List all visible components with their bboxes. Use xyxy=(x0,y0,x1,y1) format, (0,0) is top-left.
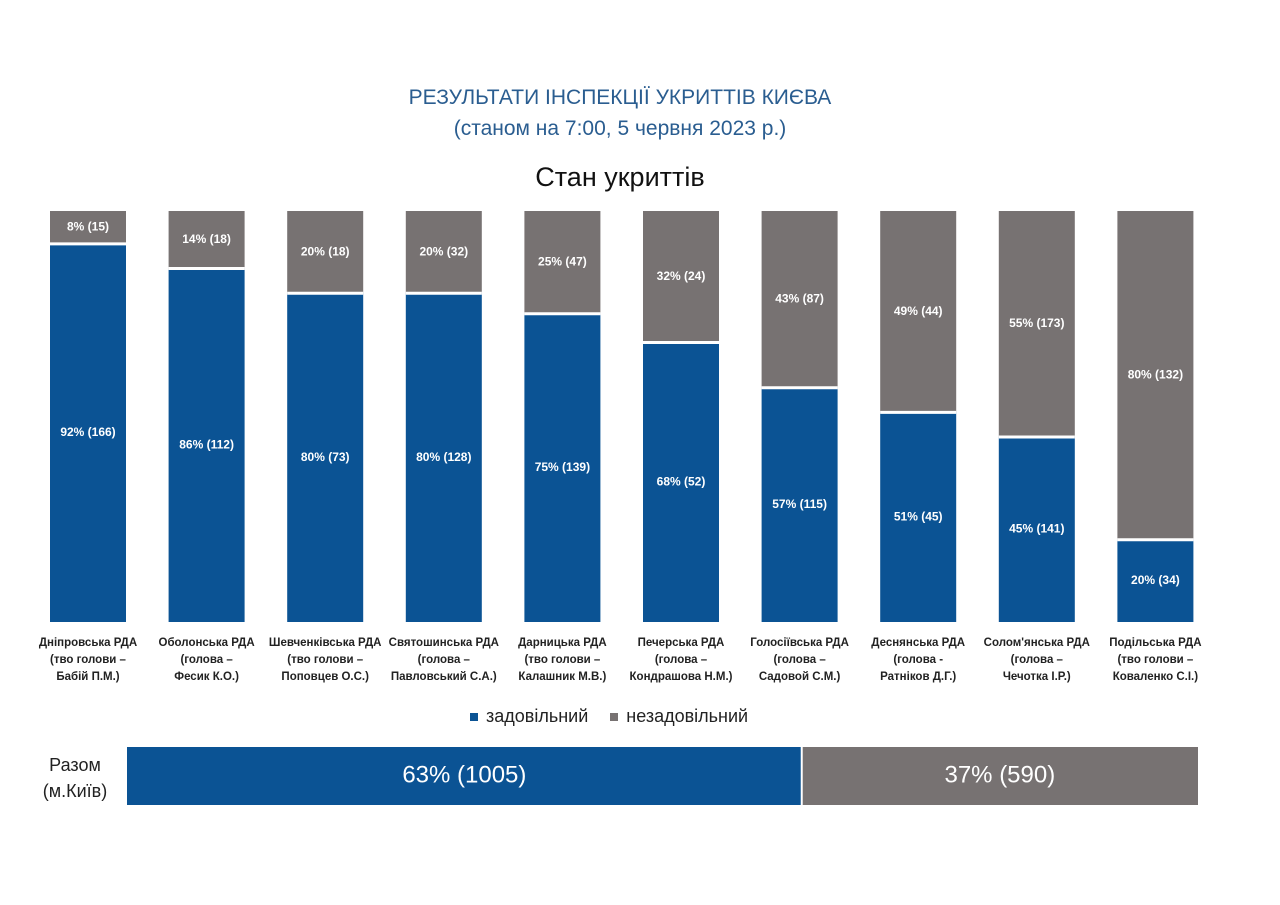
bar-satisfactory xyxy=(168,268,245,622)
category-label: Солом'янська РДА (голова – Чечотка І.Р.) xyxy=(972,635,1102,686)
category-label-line: Фесик К.О.) xyxy=(174,671,239,683)
bar-satisfactory xyxy=(50,243,126,622)
category-label-line: Дніпровська РДА xyxy=(38,637,138,649)
bar-satisfactory xyxy=(880,412,957,622)
data-label-satisfactory: 57% (115) xyxy=(772,497,827,511)
category-label-line: (голова – xyxy=(654,654,708,666)
category-label: Дніпровська РДА (тво голови – Бабій П.М.) xyxy=(23,635,153,686)
category-label-line: Шевченківська РДА xyxy=(268,637,382,649)
total-label-line: Разом xyxy=(49,755,101,775)
category-label-line: Солом'янська РДА xyxy=(983,637,1090,649)
category-label-line: Кондрашова Н.М.) xyxy=(629,671,733,683)
data-label-unsatisfactory: 8% (15) xyxy=(67,220,109,234)
data-label-unsatisfactory: 43% (87) xyxy=(775,292,824,306)
bar-satisfactory xyxy=(1117,539,1194,622)
data-label-unsatisfactory: 49% (44) xyxy=(894,304,943,318)
data-label-satisfactory: 92% (166) xyxy=(60,425,115,439)
legend-swatch-blue xyxy=(470,713,478,722)
category-label-line: Чечотка І.Р.) xyxy=(1002,671,1071,683)
data-label-satisfactory: 68% (52) xyxy=(657,474,706,488)
bar-unsatisfactory xyxy=(524,211,601,314)
category-label: Святошинська РДА (голова – Павловський С.А… xyxy=(379,635,509,686)
bar-unsatisfactory xyxy=(998,211,1075,438)
data-label-unsatisfactory: 25% (47) xyxy=(538,255,587,269)
legend: задовільний незадовільний xyxy=(470,706,748,727)
bar-unsatisfactory xyxy=(643,211,719,343)
category-label: Печерська РДА (голова – Кондрашова Н.М.) xyxy=(616,635,746,686)
total-label-unsatisfactory: 37% (590) xyxy=(944,761,1055,788)
data-label-unsatisfactory: 20% (18) xyxy=(301,244,350,258)
category-label-line: (тво голови – xyxy=(50,654,126,666)
category-label-line: Ратніков Д.Г.) xyxy=(880,671,957,683)
chart-title: Стан укриттів xyxy=(535,162,705,192)
data-label-satisfactory: 20% (34) xyxy=(1131,573,1180,587)
category-label-line: Бабій П.М.) xyxy=(56,671,120,683)
data-label-unsatisfactory: 20% (32) xyxy=(419,244,468,258)
bar-unsatisfactory xyxy=(405,211,482,294)
total-label-satisfactory: 63% (1005) xyxy=(402,761,526,788)
category-label-line: (голова – xyxy=(1010,654,1063,666)
category-label-line: (голова – xyxy=(180,654,233,666)
category-label-line: Оболонська РДА xyxy=(158,637,255,649)
bar-unsatisfactory xyxy=(880,211,957,413)
data-label-unsatisfactory: 55% (173) xyxy=(1009,316,1064,330)
category-label: Подільська РДА (тво голови – Коваленко С.І… xyxy=(1090,635,1220,686)
category-label: Дарницька РДА (тво голови – Калашник М.В.) xyxy=(497,635,627,686)
data-label-unsatisfactory: 80% (132) xyxy=(1128,368,1183,382)
legend-label: незадовільний xyxy=(626,706,749,726)
category-label-line: (голова – xyxy=(773,654,826,666)
category-label-line: (тво голови – xyxy=(287,654,364,666)
category-label-line: Садовой С.М.) xyxy=(758,671,841,683)
data-label-satisfactory: 51% (45) xyxy=(894,509,943,523)
category-label-line: Святошинська РДА xyxy=(388,637,499,649)
bar-unsatisfactory xyxy=(761,211,838,388)
category-label: Шевченківська РДА (тво голови – Поповцев О… xyxy=(260,635,390,686)
category-label: Голосіївська РДА (голова – Садовой С.М.) xyxy=(735,635,865,686)
category-label: Оболонська РДА (голова – Фесик К.О.) xyxy=(142,635,272,686)
bar-unsatisfactory xyxy=(50,211,126,244)
total-bar-unsatisfactory xyxy=(801,747,1198,805)
data-label-unsatisfactory: 14% (18) xyxy=(182,232,231,246)
bar-satisfactory xyxy=(998,437,1075,622)
bar-satisfactory xyxy=(643,342,719,622)
category-label-line: Голосіївська РДА xyxy=(750,637,849,649)
category-label-line: (тво голови – xyxy=(1117,654,1194,666)
category-label-line: (тво голови – xyxy=(524,654,601,666)
data-label-satisfactory: 86% (112) xyxy=(179,437,234,451)
category-label-line: Деснянська РДА xyxy=(871,637,966,649)
category-label-line: Павловський С.А.) xyxy=(390,671,497,683)
report-title: РЕЗУЛЬТАТИ ІНСПЕКЦІЇ УКРИТТІВ КИЄВА xyxy=(408,86,832,109)
bar-unsatisfactory xyxy=(1117,211,1194,540)
data-label-satisfactory: 80% (128) xyxy=(416,450,471,464)
data-label-satisfactory: 45% (141) xyxy=(1009,522,1064,536)
bar-satisfactory xyxy=(287,293,364,622)
category-label-line: (голова – xyxy=(417,654,470,666)
total-bar-satisfactory xyxy=(127,747,802,805)
data-label-unsatisfactory: 32% (24) xyxy=(657,269,706,283)
category-label-line: Печерська РДА xyxy=(637,637,725,649)
category-label: Деснянська РДА (голова - Ратніков Д.Г.) xyxy=(853,635,983,686)
legend-swatch-gray xyxy=(610,713,619,722)
bar-unsatisfactory xyxy=(287,211,364,294)
category-label-line: (голова - xyxy=(893,654,944,666)
bar-unsatisfactory xyxy=(168,211,245,269)
legend-item-satisfactory: задовільний xyxy=(470,706,588,727)
report-subtitle: (станом на 7:00, 5 червня 2023 р.) xyxy=(453,117,787,140)
category-label-line: Поповцев О.С.) xyxy=(281,671,369,683)
bar-satisfactory xyxy=(405,293,482,622)
bar-satisfactory xyxy=(524,313,601,622)
category-label-line: Коваленко С.І.) xyxy=(1112,671,1199,683)
total-label-line: (м.Київ) xyxy=(42,781,108,801)
category-label-line: Дарницька РДА xyxy=(518,637,607,649)
total-label: Разом (м.Київ) xyxy=(30,752,120,804)
legend-label: задовільний xyxy=(486,706,589,726)
legend-item-unsatisfactory: незадовільний xyxy=(610,706,748,727)
data-label-satisfactory: 75% (139) xyxy=(535,460,590,474)
category-label-line: Подільська РДА xyxy=(1109,637,1202,649)
bar-satisfactory xyxy=(761,387,838,622)
category-label-line: Калашник М.В.) xyxy=(518,671,607,683)
data-label-satisfactory: 80% (73) xyxy=(301,450,350,464)
